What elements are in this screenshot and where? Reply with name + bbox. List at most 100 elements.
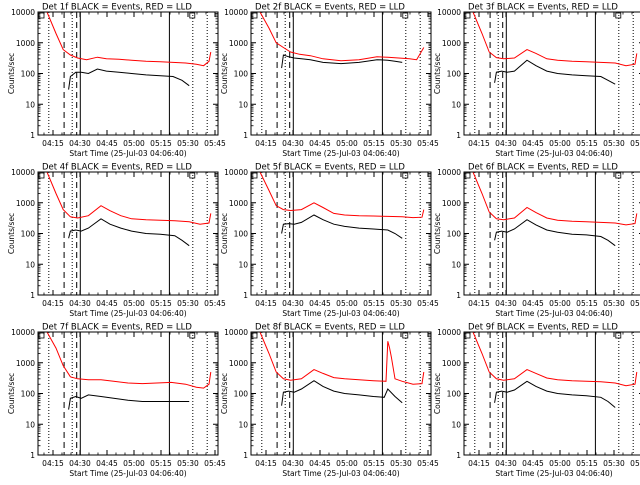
x-tick-label: 04:30 (69, 299, 91, 308)
det-panel-3: Det 3f BLACK = Events, RED = LLD 1 10 100 10… (433, 3, 640, 158)
y-tick-label: 10000 (224, 328, 248, 337)
x-tick-label: 05:45 (630, 299, 640, 308)
y-tick-label: 10 (25, 100, 35, 109)
x-tick-label: 04:30 (282, 459, 304, 468)
x-tick-label: 05:45 (204, 139, 226, 148)
det-panel-6: Det 6f BLACK = Events, RED = LLD 1 10 100 10… (433, 163, 640, 318)
y-tick-label: 1 (456, 291, 461, 300)
x-tick-label: 04:30 (495, 139, 517, 148)
x-tick-label: 05:00 (336, 299, 358, 308)
x-tick-label: 04:15 (468, 459, 490, 468)
plot-frame (250, 331, 432, 456)
panel-title: Det 9f BLACK = Events, RED = LLD (468, 323, 618, 333)
y-tick-label: 100 (21, 70, 36, 79)
x-tick-label: 04:15 (255, 459, 277, 468)
panels: Det 1f BLACK = Events, RED = LLD11010010… (7, 3, 640, 479)
corner-box-right (402, 12, 409, 19)
panel-title: Det 2f BLACK = Events, RED = LLD (255, 3, 405, 13)
corner-box-right (615, 172, 622, 179)
y-tick-label: 1000 (229, 199, 248, 208)
events-series-line (281, 54, 403, 69)
det-panel-4: Det 4f BLACK = Events, RED = LLD 1 10 100 10… (7, 163, 226, 319)
y-tick-label: 100 (21, 390, 36, 399)
y-axis-label: Counts/sec (433, 373, 442, 414)
y-tick-label: 1 (30, 131, 35, 140)
lld-series-line (251, 172, 425, 219)
y-tick-label: 1000 (442, 359, 461, 368)
plot-frame (250, 171, 432, 296)
x-tick-label: 05:30 (390, 139, 412, 148)
y-tick-label: 10 (238, 100, 248, 109)
y-tick-label: 1000 (229, 39, 248, 48)
x-tick-label: 04:30 (282, 139, 304, 148)
x-tick-label: 05:15 (576, 139, 598, 148)
y-tick-label: 10000 (437, 8, 461, 17)
x-tick-label: 04:45 (309, 139, 331, 148)
x-tick-label: 04:45 (522, 299, 544, 308)
corner-box-left (38, 172, 45, 179)
corner-box-left (251, 12, 258, 19)
y-tick-label: 100 (447, 390, 462, 399)
corner-box-right (615, 12, 622, 19)
events-series-line (281, 380, 403, 406)
det-panel-8: Det 8f BLACK = Events, RED = LLD 1 10 100 10… (220, 323, 439, 479)
x-tick-label: 04:45 (309, 299, 331, 308)
det-panel-2: Det 2f BLACK = Events, RED = LLD 1 10 100 10… (220, 3, 439, 159)
events-series-line (494, 59, 616, 85)
x-tick-label: 04:30 (495, 299, 517, 308)
y-tick-label: 1000 (229, 359, 248, 368)
x-tick-label: 04:15 (468, 299, 490, 308)
panel-title: Det 8f BLACK = Events, RED = LLD (255, 323, 405, 333)
x-tick-label: 04:30 (282, 299, 304, 308)
y-tick-label: 1000 (16, 359, 35, 368)
plot-frame (37, 171, 219, 296)
x-tick-label: 04:15 (42, 459, 64, 468)
y-axis-label: Counts/sec (7, 213, 16, 254)
x-axis-label: Start Time (25-Jul-03 04:06:40) (282, 309, 399, 318)
y-tick-label: 1 (243, 451, 248, 460)
x-tick-label: 04:15 (255, 139, 277, 148)
x-tick-label: 04:45 (522, 459, 544, 468)
x-tick-label: 05:30 (177, 139, 199, 148)
y-tick-label: 100 (447, 70, 462, 79)
corner-box-right (189, 12, 196, 19)
x-tick-label: 05:00 (123, 139, 145, 148)
x-tick-label: 05:45 (417, 459, 439, 468)
x-tick-label: 04:45 (522, 139, 544, 148)
x-tick-label: 04:45 (96, 139, 118, 148)
x-tick-label: 05:15 (363, 299, 385, 308)
corner-box-left (464, 12, 471, 19)
x-tick-label: 04:30 (69, 459, 91, 468)
panel-title: Det 6f BLACK = Events, RED = LLD (468, 163, 618, 173)
y-tick-label: 1000 (16, 199, 35, 208)
y-tick-label: 1 (243, 131, 248, 140)
y-tick-label: 10 (451, 420, 461, 429)
y-tick-label: 10000 (224, 8, 248, 17)
y-tick-label: 1 (30, 291, 35, 300)
x-tick-label: 05:00 (336, 459, 358, 468)
y-tick-label: 100 (447, 230, 462, 239)
panel-title: Det 3f BLACK = Events, RED = LLD (468, 3, 618, 13)
y-axis-label: Counts/sec (433, 213, 442, 254)
y-tick-label: 1000 (16, 39, 35, 48)
panel-title: Det 7f BLACK = Events, RED = LLD (42, 323, 192, 333)
y-tick-label: 1 (243, 291, 248, 300)
x-tick-label: 05:15 (363, 139, 385, 148)
x-tick-label: 05:00 (123, 299, 145, 308)
corner-box-left (251, 172, 258, 179)
corner-box-left (464, 332, 471, 339)
x-axis-label: Start Time (25-Jul-03 04:06:40) (69, 469, 186, 478)
x-tick-label: 05:15 (576, 299, 598, 308)
y-axis-label: Counts/sec (7, 373, 16, 414)
x-axis-label: Start Time (25-Jul-03 04:06:40) (495, 149, 612, 158)
y-tick-label: 100 (234, 390, 249, 399)
plot-frame (250, 11, 432, 136)
y-axis-label: Counts/sec (220, 373, 229, 414)
y-tick-label: 10 (238, 420, 248, 429)
corner-box-right (402, 172, 409, 179)
y-tick-label: 10000 (11, 8, 35, 17)
det-panel-7: Det 7f BLACK = Events, RED = LLD 1 10 100 10… (7, 323, 226, 479)
x-tick-label: 04:30 (495, 459, 517, 468)
y-tick-label: 10000 (224, 168, 248, 177)
x-axis-label: Start Time (25-Jul-03 04:06:40) (282, 469, 399, 478)
